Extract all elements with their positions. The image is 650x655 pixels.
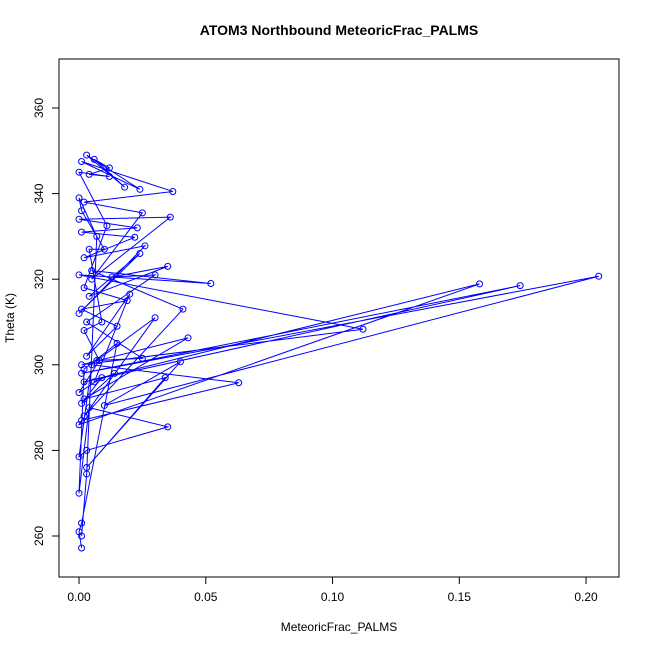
point	[78, 305, 86, 313]
x-tick-label: 0.05	[194, 590, 218, 604]
point	[88, 361, 96, 369]
point	[166, 213, 174, 221]
point	[141, 242, 149, 250]
point	[151, 271, 159, 279]
point	[78, 532, 86, 540]
point	[113, 339, 121, 347]
point	[85, 292, 93, 300]
point	[105, 172, 113, 180]
point	[136, 250, 144, 258]
x-tick-label: 0.00	[67, 590, 91, 604]
y-tick-label: 340	[32, 183, 46, 203]
point	[359, 325, 367, 333]
point	[78, 207, 86, 215]
plot-frame	[58, 58, 620, 578]
point	[207, 279, 215, 287]
point	[138, 354, 146, 362]
point	[98, 318, 106, 326]
point	[80, 284, 88, 292]
point	[108, 273, 116, 281]
x-tick-label: 0.15	[448, 590, 472, 604]
chart-title: ATOM3 Northbound MeteoricFrac_PALMS	[200, 22, 478, 38]
point	[138, 209, 146, 217]
y-tick-label: 260	[32, 526, 46, 546]
point	[105, 164, 113, 172]
point	[80, 327, 88, 335]
point	[80, 412, 88, 420]
point	[80, 378, 88, 386]
point	[78, 369, 86, 377]
point	[136, 185, 144, 193]
x-tick-label: 0.20	[574, 590, 598, 604]
point	[75, 453, 83, 461]
point	[75, 421, 83, 429]
point	[100, 401, 108, 409]
point	[176, 358, 184, 366]
point	[98, 374, 106, 382]
point	[75, 489, 83, 497]
point	[184, 334, 192, 342]
point	[75, 389, 83, 397]
point	[75, 215, 83, 223]
point	[126, 290, 134, 298]
point	[476, 280, 484, 288]
point	[78, 399, 86, 407]
point	[80, 254, 88, 262]
point	[83, 446, 91, 454]
point	[516, 282, 524, 290]
point	[88, 267, 96, 275]
point	[78, 544, 86, 552]
x-tick-label: 0.10	[321, 590, 345, 604]
point	[131, 233, 139, 241]
point	[78, 519, 86, 527]
y-tick-label: 320	[32, 269, 46, 289]
point	[83, 318, 91, 326]
point	[83, 470, 91, 478]
point	[179, 305, 187, 313]
point	[111, 369, 119, 377]
point	[151, 314, 159, 322]
point	[235, 379, 243, 387]
y-tick-label: 280	[32, 440, 46, 460]
point	[133, 224, 141, 232]
point	[595, 272, 603, 280]
point	[95, 357, 103, 365]
point	[75, 168, 83, 176]
point	[169, 187, 177, 195]
point	[88, 275, 96, 283]
point	[78, 158, 86, 166]
point	[103, 222, 111, 230]
point	[83, 151, 91, 159]
point	[93, 357, 101, 365]
point	[123, 297, 131, 305]
point	[78, 228, 86, 236]
point	[90, 378, 98, 386]
point	[90, 155, 98, 163]
point	[164, 423, 172, 431]
point	[85, 170, 93, 178]
point	[121, 183, 129, 191]
point	[75, 194, 83, 202]
point	[80, 198, 88, 206]
point	[85, 245, 93, 253]
point	[164, 262, 172, 270]
point	[75, 271, 83, 279]
y-axis-label: Theta (K)	[3, 293, 17, 343]
point	[85, 404, 93, 412]
point	[83, 352, 91, 360]
y-tick-label: 360	[32, 98, 46, 118]
point	[100, 245, 108, 253]
point	[78, 361, 86, 369]
point	[161, 374, 169, 382]
y-tick-label: 300	[32, 354, 46, 374]
point	[113, 322, 121, 330]
x-axis-label: MeteoricFrac_PALMS	[281, 620, 397, 634]
point	[93, 232, 101, 240]
